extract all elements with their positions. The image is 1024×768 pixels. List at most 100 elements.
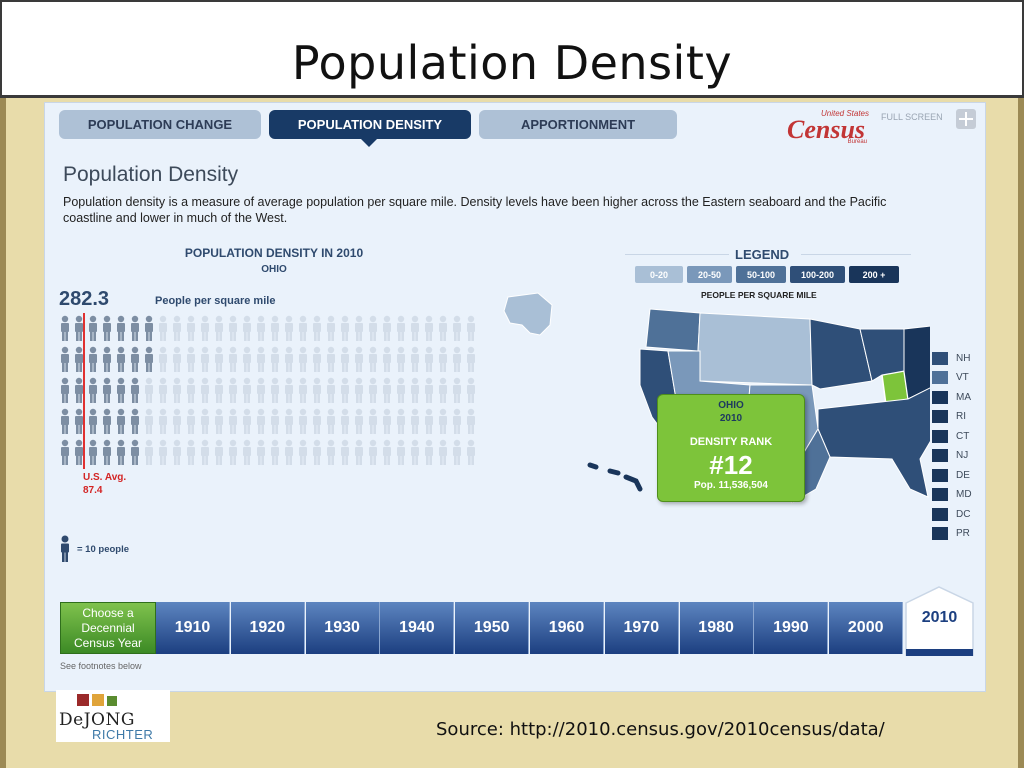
person-icon (89, 315, 97, 341)
legend-range-100-200: 100-200 (790, 266, 845, 283)
fullscreen-label[interactable]: FULL SCREEN (881, 112, 943, 122)
person-icon (439, 315, 447, 341)
year-button-1980[interactable]: 1980 (679, 602, 754, 654)
person-icon (383, 346, 391, 372)
year-selected-label[interactable]: 2010 (921, 609, 958, 626)
person-icon (75, 346, 83, 372)
density-chart-state: OHIO (261, 264, 287, 275)
us-average-label: U.S. Avg. 87.4 (83, 471, 126, 497)
person-icon (285, 377, 293, 403)
legend-title: LEGEND (735, 247, 790, 262)
person-icon (397, 346, 405, 372)
person-icon (201, 439, 209, 465)
person-icon (369, 439, 377, 465)
state-swatch (932, 390, 948, 404)
map-hawaii (587, 462, 643, 492)
person-icon (145, 346, 153, 372)
year-button-1910[interactable]: 1910 (156, 602, 230, 654)
person-icon (467, 439, 475, 465)
person-icon (327, 408, 335, 434)
year-button-1930[interactable]: 1930 (305, 602, 380, 654)
tab-population-density[interactable]: POPULATION DENSITY (269, 110, 471, 147)
person-icon (229, 377, 237, 403)
tooltip-rank: #12 (709, 450, 753, 480)
person-icon (75, 315, 83, 341)
person-icon (425, 346, 433, 372)
year-button-2000[interactable]: 2000 (829, 602, 904, 654)
person-icon (467, 377, 475, 403)
person-icon (61, 408, 69, 434)
slide-title: Population Density (291, 36, 733, 90)
state-swatch (932, 468, 948, 482)
footnote-link[interactable]: See footnotes below (60, 661, 142, 671)
person-icon (215, 439, 223, 465)
small-state-vt[interactable]: VT (932, 371, 969, 385)
tab-apportionment[interactable]: APPORTIONMENT (479, 110, 677, 139)
tooltip-year: 2010 (719, 413, 743, 424)
state-swatch (932, 449, 948, 462)
census-viewer-panel: POPULATION CHANGE POPULATION DENSITY APP… (44, 102, 986, 692)
tooltip-population: Pop. 11,536,504 (694, 480, 768, 491)
year-button-1960[interactable]: 1960 (530, 602, 604, 654)
person-icon (327, 377, 335, 403)
person-icon (117, 315, 125, 341)
source-citation: Source: http://2010.census.gov/2010censu… (436, 719, 885, 740)
person-icon (61, 439, 69, 465)
year-button-1990[interactable]: 1990 (754, 602, 829, 654)
person-icon (411, 346, 419, 372)
map-region-mountain-west (697, 312, 813, 386)
person-icon (243, 408, 251, 434)
small-state-ri[interactable]: RI (932, 410, 966, 424)
person-icon (131, 346, 139, 372)
small-state-md[interactable]: MD (932, 488, 972, 502)
year-button-1920[interactable]: 1920 (230, 602, 305, 654)
section-description: Population density is a measure of avera… (63, 195, 887, 225)
person-icon (187, 439, 195, 465)
state-swatch (932, 488, 948, 501)
small-state-nj[interactable]: NJ (932, 449, 968, 463)
legend-range-0-20: 0-20 (635, 266, 683, 283)
legend-rule (625, 254, 729, 255)
small-state-ct[interactable]: CT (932, 429, 969, 443)
year-button-selected[interactable] (904, 585, 975, 656)
year-button-1940[interactable]: 1940 (380, 602, 455, 654)
map-region-great-lakes (859, 328, 905, 382)
person-icon (439, 346, 447, 372)
year-button-1950[interactable]: 1950 (455, 602, 530, 654)
legend-rule (801, 254, 911, 255)
person-icon (215, 377, 223, 403)
person-icon (117, 408, 125, 434)
small-state-nh[interactable]: NH (932, 351, 970, 365)
person-icon (425, 439, 433, 465)
year-button-1970[interactable]: 1970 (604, 602, 679, 654)
map-region-northeast (903, 325, 930, 400)
person-icon (341, 439, 349, 465)
person-icon (243, 439, 251, 465)
person-icon (453, 408, 461, 434)
person-icon (383, 408, 391, 434)
tab-population-change[interactable]: POPULATION CHANGE (59, 110, 261, 139)
small-state-de[interactable]: DE (932, 468, 970, 482)
person-icon (411, 315, 419, 341)
person-icon (215, 408, 223, 434)
timeline-prompt: Choose a Decennial Census Year (60, 602, 156, 654)
person-icon (89, 346, 97, 372)
person-icon (271, 346, 279, 372)
person-icon (131, 439, 139, 465)
small-state-ma[interactable]: MA (932, 390, 971, 404)
small-state-dc[interactable]: DC (932, 507, 970, 521)
state-tooltip: OHIO 2010 DENSITY RANK #12 Pop. 11,536,5… (657, 394, 805, 502)
state-label: NJ (956, 450, 969, 461)
small-state-pr[interactable]: PR (932, 527, 970, 541)
person-icon (299, 439, 307, 465)
person-icon (145, 408, 153, 434)
person-icon (411, 377, 419, 403)
person-icon (75, 377, 83, 403)
density-value: 282.3 (59, 288, 110, 310)
person-icon (257, 377, 265, 403)
state-swatch (932, 507, 948, 521)
person-icon (61, 315, 69, 341)
person-icon (425, 408, 433, 434)
fullscreen-icon[interactable] (956, 109, 976, 129)
person-icon (173, 346, 181, 372)
